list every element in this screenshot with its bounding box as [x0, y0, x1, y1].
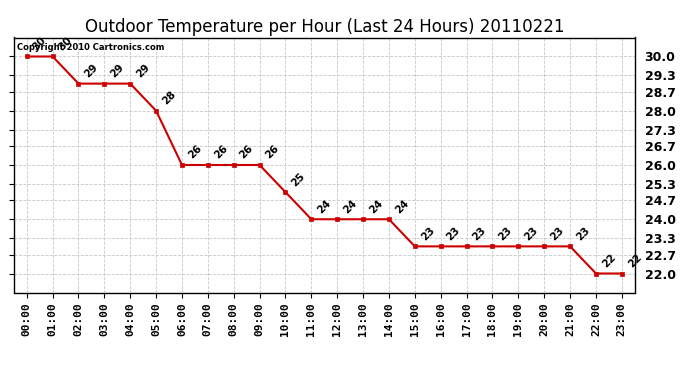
Text: 23: 23: [549, 225, 566, 242]
Text: 26: 26: [212, 144, 229, 161]
Text: 24: 24: [367, 198, 385, 215]
Text: 29: 29: [135, 62, 152, 80]
Text: 25: 25: [290, 171, 307, 188]
Text: Copyright 2010 Cartronics.com: Copyright 2010 Cartronics.com: [17, 43, 164, 52]
Text: 22: 22: [626, 252, 643, 269]
Text: 24: 24: [315, 198, 333, 215]
Text: 23: 23: [522, 225, 540, 242]
Text: 22: 22: [600, 252, 618, 269]
Text: 23: 23: [445, 225, 462, 242]
Text: 23: 23: [419, 225, 436, 242]
Text: 23: 23: [574, 225, 591, 242]
Text: 29: 29: [83, 62, 100, 80]
Text: 26: 26: [238, 144, 255, 161]
Text: 24: 24: [393, 198, 411, 215]
Text: 28: 28: [160, 89, 177, 106]
Text: 26: 26: [264, 144, 281, 161]
Text: 23: 23: [471, 225, 488, 242]
Text: 26: 26: [186, 144, 204, 161]
Text: 30: 30: [57, 35, 74, 52]
Text: 23: 23: [497, 225, 514, 242]
Text: 24: 24: [342, 198, 359, 215]
Text: 29: 29: [108, 62, 126, 80]
Title: Outdoor Temperature per Hour (Last 24 Hours) 20110221: Outdoor Temperature per Hour (Last 24 Ho…: [85, 18, 564, 36]
Text: 30: 30: [31, 35, 48, 52]
